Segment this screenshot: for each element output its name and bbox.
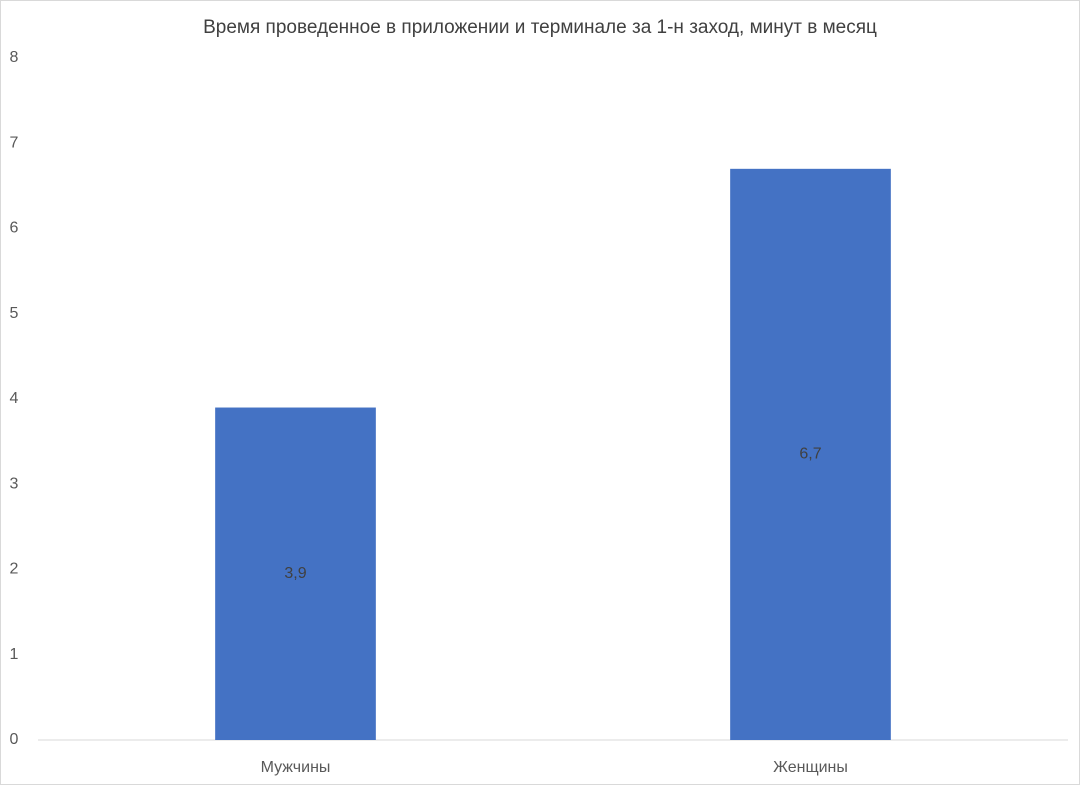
- y-tick-label: 3: [10, 475, 19, 492]
- y-tick-label: 4: [10, 390, 19, 407]
- y-tick-label: 8: [10, 49, 19, 66]
- y-tick-label: 2: [10, 561, 19, 578]
- value-label: 6,7: [799, 446, 821, 463]
- y-tick-label: 5: [10, 305, 19, 322]
- x-tick-label: Мужчины: [261, 759, 331, 776]
- y-tick-label: 6: [10, 220, 19, 237]
- y-tick-label: 1: [10, 646, 19, 663]
- bar: [730, 168, 891, 740]
- bar: [215, 407, 376, 740]
- value-label: 3,9: [284, 565, 306, 582]
- y-tick-label: 7: [10, 134, 19, 151]
- x-tick-label: Женщины: [773, 759, 848, 776]
- y-tick-label: 0: [10, 731, 19, 748]
- chart-title: Время проведенное в приложении и термина…: [203, 17, 877, 38]
